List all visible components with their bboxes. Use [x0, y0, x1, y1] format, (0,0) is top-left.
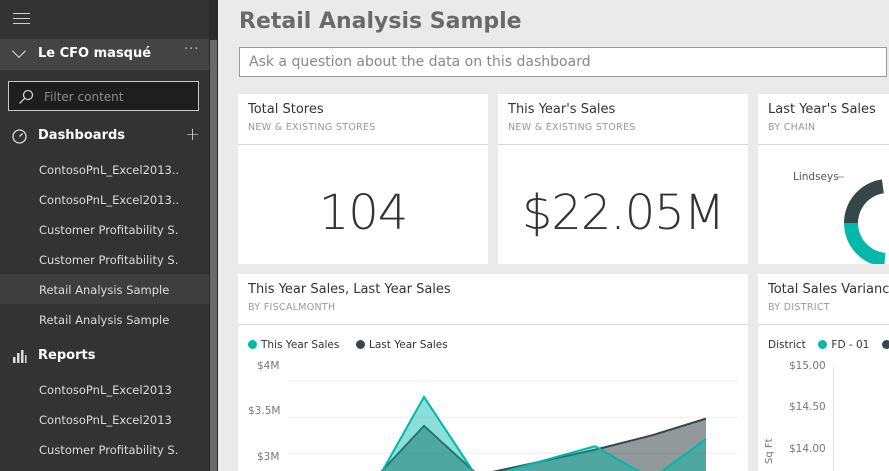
y-tick: $4M — [257, 360, 280, 372]
donut-label: Lindseys — [793, 171, 839, 183]
sidebar-item-dashboard[interactable]: Retail Analysis Sample — [0, 304, 209, 334]
sidebar-item-label: Retail Analysis Sample — [39, 313, 170, 327]
legend-dot-teal — [248, 339, 257, 349]
gauge-icon — [12, 129, 27, 144]
sidebar-item-dashboard[interactable]: Customer Profitability S... — [0, 244, 209, 274]
legend-last-year: Last Year Sales — [369, 339, 448, 351]
tile-tys-lys[interactable]: This Year Sales, Last Year Sales BY FISC… — [238, 274, 748, 471]
y-tick: $14.00 — [789, 443, 826, 455]
tile-title: Total Sales Variance — [768, 282, 889, 297]
sidebar-item-dashboard[interactable]: Customer Profitability S... — [0, 214, 209, 244]
divider — [758, 324, 889, 325]
y-tick: $3.5M — [248, 405, 281, 417]
donut-slice-teal — [844, 223, 886, 264]
sidebar: Le CFO masqué ··· Filter content Dashboa… — [0, 0, 209, 471]
sidebar-item-report[interactable]: Customer Profitability S... — [0, 434, 209, 464]
variance-legend: District FD - 01 — [768, 339, 889, 351]
tile-sales-variance[interactable]: Total Sales Variance BY DISTRICT Distric… — [758, 274, 889, 471]
donut-slice-dark — [844, 179, 884, 223]
legend-title: District — [768, 339, 806, 351]
tile-subtitle: NEW & EXISTING STORES — [508, 122, 636, 133]
filter-input[interactable]: Filter content — [8, 81, 199, 111]
tile-last-year-sales[interactable]: Last Year's Sales BY CHAIN Lindseys — [758, 94, 889, 264]
tile-title: Total Stores — [248, 102, 324, 117]
kpi-value: $22.05M — [521, 185, 725, 241]
sidebar-item-label: ContosoPnL_Excel2013 — [39, 383, 172, 397]
sidebar-scrollbar-thumb[interactable] — [210, 40, 217, 471]
legend-this-year: This Year Sales — [261, 339, 340, 351]
tile-this-year-sales[interactable]: This Year's Sales NEW & EXISTING STORES … — [498, 94, 748, 264]
y-tick: $15.00 — [789, 360, 826, 372]
kpi-value: 104 — [318, 185, 409, 241]
add-dashboard-icon[interactable]: + — [185, 124, 201, 145]
y-axis-line — [833, 367, 834, 471]
line-series-this-year — [381, 394, 707, 471]
y-tick: $3M — [257, 451, 280, 463]
dashboards-label: Dashboards — [38, 128, 126, 143]
divider — [758, 144, 889, 145]
legend-dot-dark — [356, 339, 365, 349]
qa-input[interactable]: Ask a question about the data on this da… — [239, 47, 887, 77]
sidebar-item-dashboard[interactable]: ContosoPnL_Excel2013.... — [0, 184, 209, 214]
reports-section[interactable]: Reports — [0, 341, 209, 371]
workspace-header[interactable]: Le CFO masqué ··· — [0, 39, 209, 70]
tile-subtitle: BY FISCALMONTH — [248, 302, 336, 313]
page-title: Retail Analysis Sample — [239, 9, 522, 34]
sidebar-item-label: Retail Analysis Sample — [39, 283, 170, 297]
dashboards-section[interactable]: Dashboards + — [0, 121, 209, 151]
y-tick: $14.50 — [789, 401, 826, 413]
sidebar-item-label: Customer Profitability S... — [39, 253, 179, 267]
sidebar-item-dashboard-active[interactable]: Retail Analysis Sample — [0, 274, 209, 304]
chart-legend: This Year Sales Last Year Sales — [248, 339, 448, 351]
divider — [238, 324, 748, 325]
divider — [498, 144, 748, 145]
more-options-icon[interactable]: ··· — [184, 42, 200, 57]
tile-subtitle: BY DISTRICT — [768, 302, 830, 313]
bar-chart-icon — [13, 350, 27, 363]
hamburger-menu-icon[interactable] — [13, 13, 30, 27]
sidebar-item-report[interactable]: ContosoPnL_Excel2013 — [0, 374, 209, 404]
workspace-name: Le CFO masqué — [38, 46, 152, 61]
area-series-last-year — [381, 418, 706, 471]
filter-placeholder: Filter content — [44, 90, 124, 104]
chevron-down-icon — [11, 43, 27, 59]
qa-placeholder: Ask a question about the data on this da… — [249, 54, 591, 70]
tile-total-stores[interactable]: Total Stores NEW & EXISTING STORES 104 — [238, 94, 488, 264]
sidebar-item-label: ContosoPnL_Excel2013.... — [39, 193, 179, 207]
y-axis-label: Sq Ft — [764, 438, 775, 464]
tile-title: This Year's Sales — [508, 102, 616, 117]
divider — [238, 144, 488, 145]
tile-title: Last Year's Sales — [768, 102, 876, 117]
legend-dot-teal — [818, 339, 828, 349]
sidebar-item-report[interactable]: ContosoPnL_Excel2013 — [0, 404, 209, 434]
sidebar-item-dashboard[interactable]: ContosoPnL_Excel2013.... — [0, 154, 209, 184]
legend-dot-dark — [882, 339, 889, 349]
reports-label: Reports — [38, 348, 96, 363]
tile-title: This Year Sales, Last Year Sales — [248, 282, 451, 297]
legend-item: FD - 01 — [831, 339, 870, 351]
sidebar-item-label: ContosoPnL_Excel2013 — [39, 413, 172, 427]
tile-subtitle: BY CHAIN — [768, 122, 816, 133]
tile-subtitle: NEW & EXISTING STORES — [248, 122, 376, 133]
sidebar-item-label: Customer Profitability S... — [39, 223, 179, 237]
donut-chart — [835, 176, 886, 264]
sidebar-item-label: Customer Profitability S... — [39, 443, 179, 457]
sidebar-item-label: ContosoPnL_Excel2013.... — [39, 163, 179, 177]
area-chart — [288, 380, 738, 471]
search-icon — [19, 89, 34, 104]
